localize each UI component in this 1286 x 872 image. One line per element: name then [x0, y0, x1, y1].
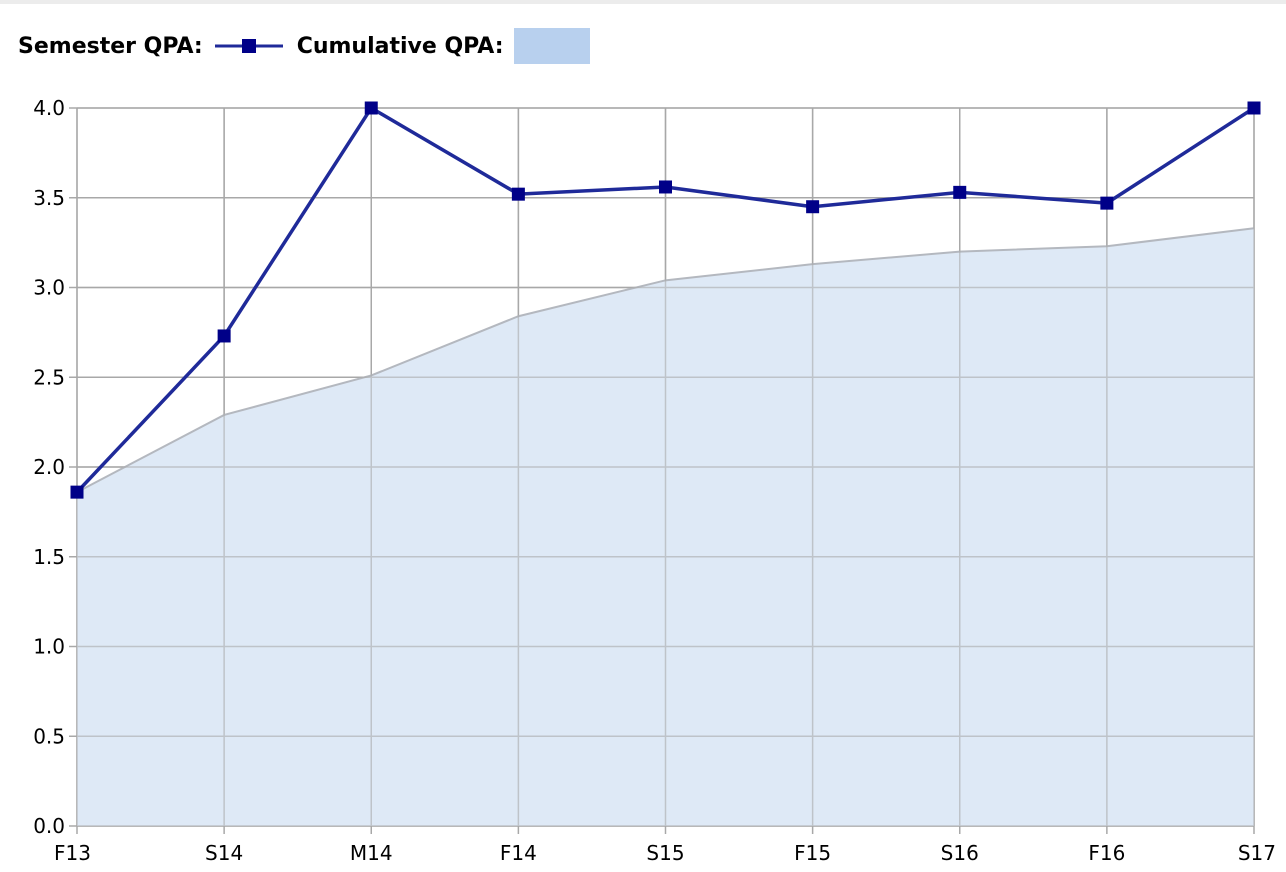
- y-tick-label: 2.5: [33, 365, 65, 389]
- y-tick-label: 0.0: [33, 814, 65, 838]
- y-tick-label: 1.0: [33, 635, 65, 659]
- y-axis-ticks: 0.0 0.5 1.0 1.5 2.0 2.5 3.0 3.5 4.0: [33, 96, 65, 838]
- semester-qpa-point: [217, 329, 231, 343]
- x-tick-label: F15: [794, 841, 831, 865]
- x-tick-label: S15: [646, 841, 684, 865]
- x-tick-label: F14: [500, 841, 537, 865]
- legend-semester-swatch-marker: [241, 39, 256, 53]
- semester-qpa-point: [364, 101, 378, 115]
- semester-qpa-point: [1247, 101, 1261, 115]
- y-tick-label: 1.5: [33, 545, 65, 569]
- semester-qpa-point: [511, 187, 525, 201]
- y-tick-label: 3.5: [33, 186, 65, 210]
- chart-legend: Semester QPA: Cumulative QPA:: [18, 28, 590, 64]
- semester-line-layer: [70, 101, 1261, 499]
- x-tick-label: S16: [941, 841, 979, 865]
- semester-qpa-point: [70, 485, 84, 499]
- y-tick-label: 3.0: [33, 276, 65, 300]
- x-axis-ticks: F13 S14 M14 F14 S15 F15 S16 F16 S17: [54, 841, 1276, 865]
- semester-qpa-point: [659, 180, 672, 194]
- cumulative-area-layer: [76, 107, 1255, 827]
- y-tick-label: 4.0: [33, 96, 65, 120]
- y-tick-label: 0.5: [33, 724, 65, 748]
- legend-cumulative-label: Cumulative QPA:: [296, 33, 504, 59]
- semester-qpa-point: [1100, 196, 1114, 210]
- x-tick-label: F13: [54, 841, 91, 865]
- top-bar: [0, 0, 1286, 4]
- legend-semester-swatch: [214, 39, 283, 53]
- x-tick-label: S14: [205, 841, 243, 865]
- x-tick-label: S17: [1238, 841, 1276, 865]
- legend-semester-label: Semester QPA:: [18, 33, 203, 59]
- semester-qpa-point: [953, 185, 967, 199]
- grid-overlay: [76, 107, 1255, 827]
- x-tick-label: F16: [1088, 841, 1125, 865]
- semester-qpa-point: [806, 200, 820, 214]
- y-tick-label: 2.0: [33, 455, 65, 479]
- x-tick-label: M14: [350, 841, 393, 865]
- legend-cumulative-swatch: [513, 28, 590, 64]
